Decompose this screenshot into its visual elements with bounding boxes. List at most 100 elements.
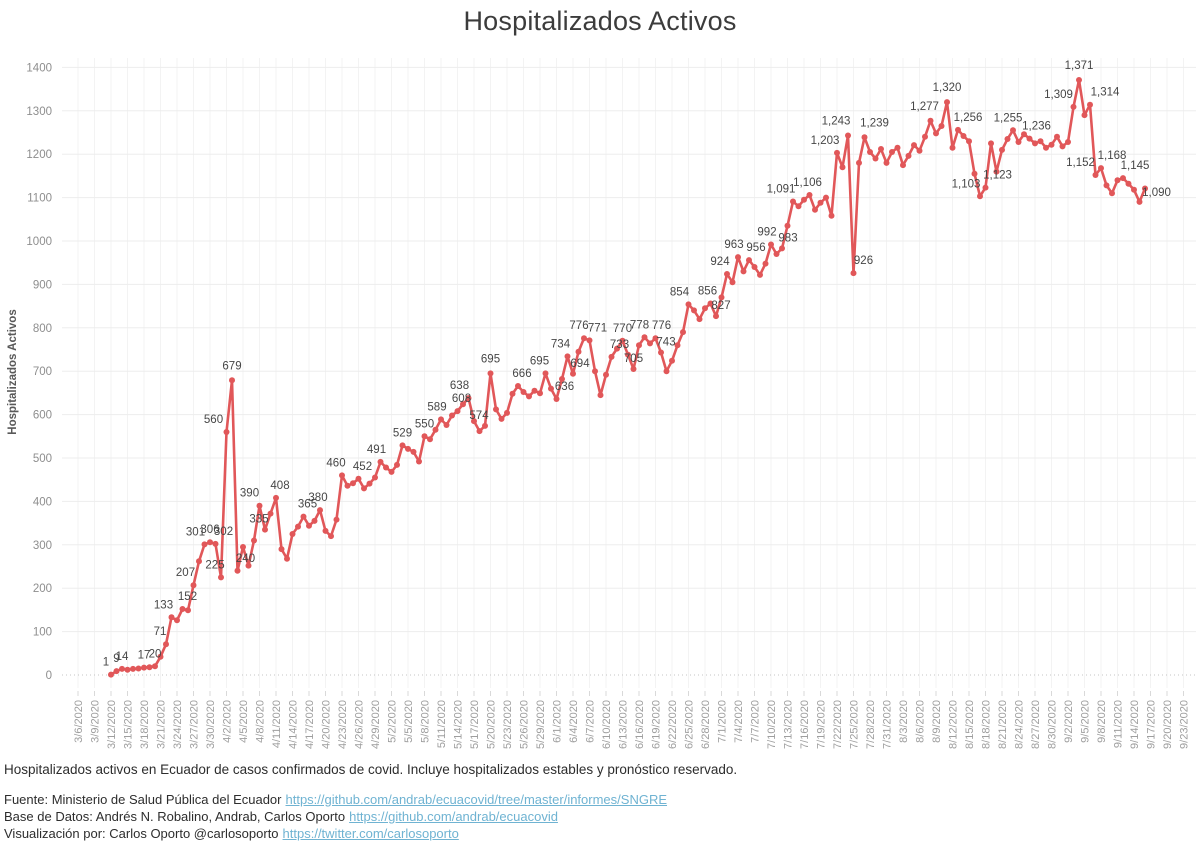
data-point[interactable]: [405, 445, 411, 452]
data-point[interactable]: [784, 222, 791, 229]
data-point[interactable]: [1081, 112, 1088, 119]
data-point[interactable]: [988, 140, 994, 147]
data-point[interactable]: [850, 270, 857, 277]
data-point[interactable]: [135, 665, 142, 672]
data-point[interactable]: [218, 574, 224, 581]
data-point[interactable]: [394, 461, 400, 468]
data-point[interactable]: [432, 426, 439, 433]
data-point[interactable]: [355, 475, 362, 482]
data-point[interactable]: [267, 510, 274, 517]
data-point[interactable]: [306, 522, 312, 529]
data-point[interactable]: [1087, 101, 1093, 108]
data-point[interactable]: [350, 480, 356, 487]
data-point[interactable]: [311, 517, 318, 524]
data-point[interactable]: [779, 245, 785, 252]
data-point[interactable]: [229, 377, 235, 384]
data-point[interactable]: [141, 664, 147, 671]
data-point[interactable]: [856, 159, 862, 166]
data-point[interactable]: [1142, 185, 1148, 192]
data-point[interactable]: [361, 485, 367, 492]
data-point[interactable]: [542, 370, 549, 377]
data-point[interactable]: [262, 526, 268, 533]
data-point[interactable]: [196, 558, 202, 565]
data-point[interactable]: [801, 196, 807, 203]
data-point[interactable]: [1065, 139, 1071, 145]
data-point[interactable]: [1125, 180, 1132, 187]
data-point[interactable]: [647, 340, 653, 347]
data-point[interactable]: [718, 294, 725, 301]
data-point[interactable]: [482, 422, 488, 429]
data-point[interactable]: [234, 567, 241, 574]
data-point[interactable]: [878, 146, 884, 152]
data-point[interactable]: [119, 665, 125, 672]
data-point[interactable]: [586, 337, 593, 344]
data-point[interactable]: [608, 353, 615, 360]
data-point[interactable]: [955, 126, 961, 133]
data-point[interactable]: [322, 527, 329, 534]
data-point[interactable]: [944, 99, 950, 106]
data-point[interactable]: [1004, 136, 1011, 142]
source-link[interactable]: https://github.com/andrab/ecuacovid/tree…: [285, 792, 668, 807]
data-point[interactable]: [1114, 177, 1121, 184]
data-point[interactable]: [146, 664, 153, 671]
database-link[interactable]: https://github.com/andrab/ecuacovid: [349, 809, 558, 824]
data-point[interactable]: [372, 474, 378, 481]
data-point[interactable]: [1109, 190, 1115, 197]
data-point[interactable]: [207, 539, 213, 546]
data-point[interactable]: [806, 192, 813, 198]
data-point[interactable]: [245, 562, 252, 569]
data-point[interactable]: [746, 257, 752, 264]
data-point[interactable]: [515, 383, 521, 389]
data-point[interactable]: [504, 409, 510, 416]
data-point[interactable]: [317, 507, 323, 514]
data-point[interactable]: [240, 544, 246, 550]
data-point[interactable]: [581, 335, 587, 342]
data-point[interactable]: [570, 370, 576, 377]
data-point[interactable]: [773, 251, 780, 257]
data-point[interactable]: [817, 199, 824, 206]
data-point[interactable]: [509, 390, 516, 397]
data-point[interactable]: [278, 546, 285, 553]
data-point[interactable]: [839, 164, 846, 171]
data-point[interactable]: [498, 415, 505, 422]
data-point[interactable]: [883, 159, 890, 166]
data-point[interactable]: [289, 531, 296, 537]
data-point[interactable]: [603, 371, 609, 378]
data-point[interactable]: [685, 301, 692, 308]
data-point[interactable]: [916, 147, 923, 154]
data-point[interactable]: [949, 144, 956, 151]
data-point[interactable]: [977, 193, 983, 200]
twitter-link[interactable]: https://twitter.com/carlosoporto: [282, 826, 459, 841]
data-point[interactable]: [526, 393, 532, 400]
data-point[interactable]: [927, 117, 934, 124]
data-point[interactable]: [399, 442, 406, 449]
data-point[interactable]: [174, 617, 180, 624]
data-point[interactable]: [724, 271, 730, 277]
data-point[interactable]: [366, 480, 373, 487]
data-point[interactable]: [157, 653, 164, 660]
data-point[interactable]: [284, 555, 290, 562]
data-point[interactable]: [273, 494, 279, 501]
data-point[interactable]: [553, 396, 560, 402]
data-point[interactable]: [823, 194, 829, 201]
data-point[interactable]: [1131, 186, 1137, 193]
data-point[interactable]: [443, 422, 450, 428]
data-point[interactable]: [834, 149, 840, 156]
data-point[interactable]: [999, 146, 1005, 153]
data-point[interactable]: [1043, 144, 1049, 151]
data-point[interactable]: [1059, 143, 1066, 150]
data-point[interactable]: [564, 353, 571, 360]
data-point[interactable]: [828, 212, 835, 219]
data-point[interactable]: [223, 429, 230, 435]
data-point[interactable]: [471, 418, 477, 425]
data-point[interactable]: [757, 271, 763, 278]
data-point[interactable]: [1092, 172, 1099, 178]
data-point[interactable]: [674, 342, 681, 349]
data-point[interactable]: [168, 614, 175, 621]
data-point[interactable]: [1120, 175, 1126, 182]
data-point[interactable]: [383, 464, 389, 471]
data-point[interactable]: [416, 458, 422, 465]
data-point[interactable]: [625, 351, 631, 358]
data-point[interactable]: [636, 342, 642, 349]
data-point[interactable]: [702, 305, 708, 312]
